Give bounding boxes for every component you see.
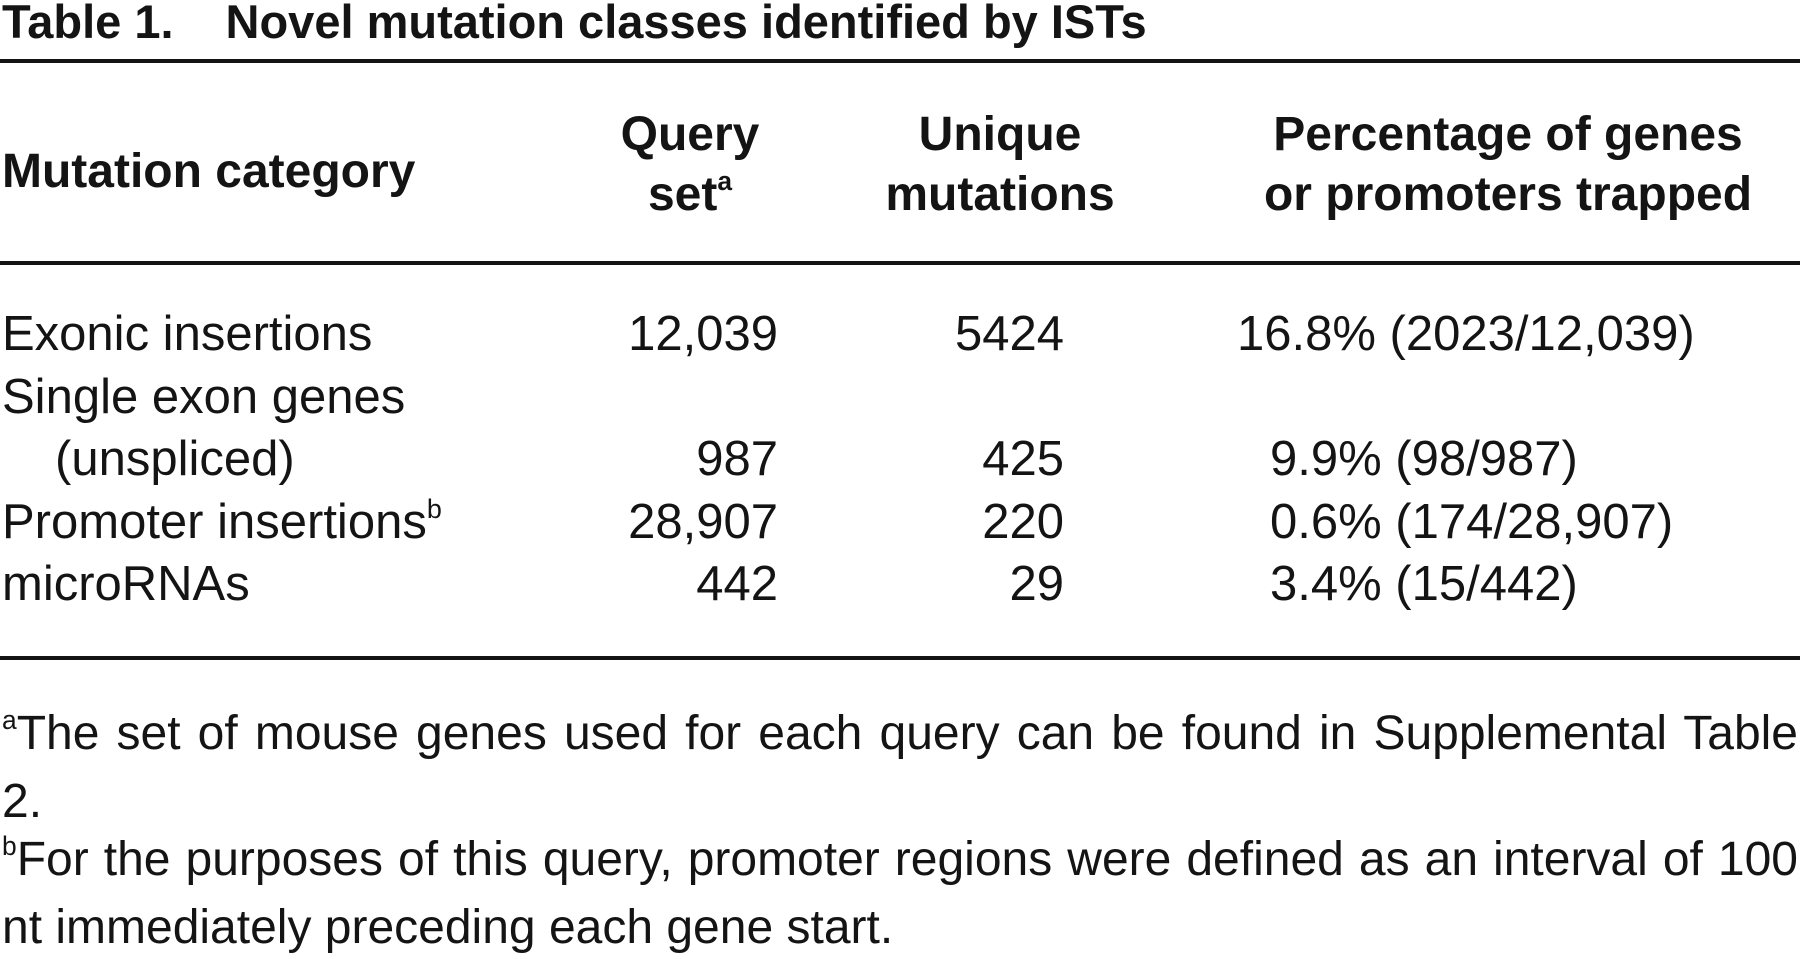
row-category: microRNAs (2, 553, 250, 615)
footnote-b-text: For the purposes of this query, promoter… (2, 833, 1798, 954)
row-percentage: 16.8% (2023/12,039) (1237, 303, 1695, 365)
table-title: Novel mutation classes identified by IST… (225, 0, 1147, 48)
table-caption: Table 1. Novel mutation classes identifie… (2, 0, 1147, 50)
header-pct-line1: Percentage of genes (1273, 108, 1743, 161)
bottom-rule (0, 656, 1800, 660)
row-unique: 5424 (850, 303, 1064, 365)
header-mutation-category: Mutation category (2, 142, 415, 202)
footnote-a-text: The set of mouse genes used for each que… (2, 707, 1798, 828)
row-unique-text: 220 (982, 495, 1064, 549)
row-query-set-text: 12,039 (628, 307, 778, 361)
row-unique-text: 29 (1009, 557, 1064, 611)
header-unique-line1: Unique (918, 108, 1082, 161)
table-label: Table 1. (2, 0, 174, 48)
header-query-line2-text: set (647, 168, 718, 221)
row-unique: 220 (850, 491, 1064, 553)
row-query-set: 28,907 (560, 491, 778, 553)
footnote-marker-a: a (717, 166, 733, 197)
footnote-b-marker: b (2, 831, 17, 862)
header-unique-mutations: Unique mutations (850, 105, 1150, 225)
row-percentage: 9.9% (98/987) (1270, 428, 1578, 490)
row-category-text: microRNAs (2, 557, 250, 611)
row-category: Exonic insertions (2, 303, 372, 365)
row-percentage-text: 3.4% (15/442) (1270, 557, 1578, 611)
row-category-cont-text: (unspliced) (55, 432, 295, 486)
row-category-continued: (unspliced) (55, 428, 295, 490)
row-category-text: Exonic insertions (2, 307, 373, 361)
row-percentage: 0.6% (174/28,907) (1270, 491, 1673, 553)
top-rule (0, 59, 1800, 63)
row-unique-text: 5424 (954, 307, 1064, 361)
row-percentage-text: 16.8% (2023/12,039) (1237, 307, 1695, 361)
header-query-line2: seta (590, 165, 790, 231)
row-percentage-text: 0.6% (174/28,907) (1270, 495, 1674, 549)
row-query-set: 987 (560, 428, 778, 490)
row-category: Single exon genes (2, 366, 405, 428)
footnote-a: aThe set of mouse genes used for each qu… (2, 703, 1798, 833)
row-query-set: 442 (560, 553, 778, 615)
row-category-text: Promoter insertions (2, 495, 427, 549)
row-category-text: Single exon genes (2, 370, 406, 424)
row-query-set-text: 28,907 (628, 495, 778, 549)
row-unique: 29 (850, 553, 1064, 615)
row-percentage-text: 9.9% (98/987) (1270, 432, 1578, 486)
header-unique-line2: mutations (885, 168, 1115, 221)
row-query-set-text: 442 (696, 557, 778, 611)
row-query-set: 12,039 (560, 303, 778, 365)
footnote-b: bFor the purposes of this query, promote… (2, 829, 1798, 959)
footnote-a-marker: a (2, 705, 17, 736)
row-unique: 425 (850, 428, 1064, 490)
header-percentage: Percentage of genes or promoters trapped (1218, 105, 1798, 225)
header-mutation-category-text: Mutation category (2, 145, 416, 198)
header-pct-line2: or promoters trapped (1263, 168, 1753, 221)
row-query-set-text: 987 (696, 432, 778, 486)
header-query-line1: Query (620, 108, 760, 161)
header-query-set: Query seta (590, 105, 790, 231)
header-rule (0, 261, 1800, 265)
row-percentage: 3.4% (15/442) (1270, 553, 1578, 615)
row-category: Promoter insertionsb (2, 491, 442, 560)
row-unique-text: 425 (982, 432, 1064, 486)
footnote-marker-b: b (426, 493, 442, 524)
